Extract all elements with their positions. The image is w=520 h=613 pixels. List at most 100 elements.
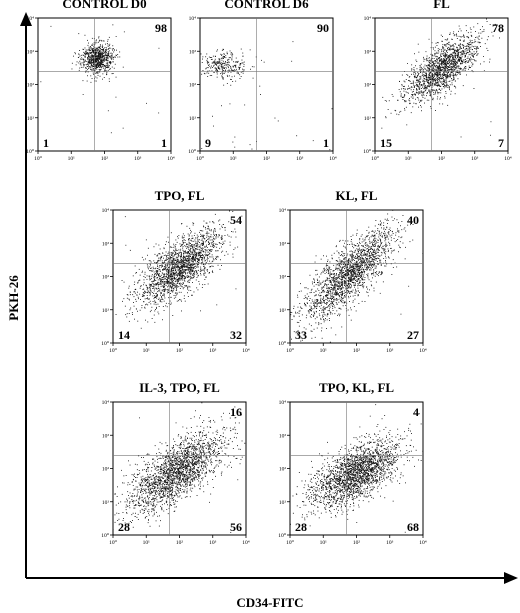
event-dot (189, 271, 191, 273)
event-dot (172, 280, 174, 282)
event-dot (179, 256, 181, 257)
event-dot (212, 240, 214, 242)
event-dot (441, 58, 443, 60)
event-dot (214, 238, 216, 240)
event-dot (157, 311, 159, 313)
event-dot (437, 81, 439, 82)
y-tick-label: 10³ (364, 49, 372, 55)
event-dot (162, 164, 163, 165)
event-dot (470, 44, 472, 46)
event-dot (448, 57, 449, 59)
event-dot (206, 59, 208, 61)
event-dot (468, 48, 470, 50)
event-dot (147, 287, 148, 288)
event-dot (97, 52, 99, 54)
event-dot (220, 63, 222, 65)
event-dot (210, 256, 212, 258)
event-dot (172, 291, 174, 293)
event-dot (408, 76, 410, 78)
event-dot (221, 54, 222, 56)
event-dot (449, 54, 450, 56)
event-dot (117, 56, 119, 58)
event-dot (310, 302, 312, 304)
y-tick-label: 10³ (189, 49, 197, 55)
event-dot (177, 286, 179, 288)
event-dot (162, 289, 164, 290)
event-dot (421, 92, 423, 94)
event-dot (170, 257, 172, 258)
y-tick-label: 10² (189, 83, 197, 89)
event-dot (98, 53, 100, 54)
event-dot (220, 53, 222, 55)
event-dot (470, 56, 471, 58)
event-dot (181, 277, 183, 279)
event-dot (447, 75, 449, 77)
event-dot (215, 62, 217, 64)
event-dot (152, 301, 154, 302)
event-dot (457, 50, 459, 51)
event-dot (174, 276, 176, 278)
event-dot (184, 245, 186, 247)
event-dot (436, 68, 437, 70)
event-dot (201, 287, 203, 288)
event-dot (487, 50, 489, 51)
event-dot (435, 55, 437, 57)
event-dot (221, 227, 223, 228)
event-dot (453, 61, 455, 63)
event-dot (139, 279, 141, 281)
event-dot (164, 265, 166, 267)
event-dot (204, 263, 206, 265)
event-dot (453, 78, 454, 80)
event-dot (178, 262, 180, 263)
event-dot (147, 298, 149, 300)
event-dot (425, 90, 426, 91)
event-dot (94, 58, 96, 60)
event-dot (158, 275, 160, 276)
event-dot (452, 60, 454, 62)
event-dot (440, 68, 442, 70)
event-dot (419, 69, 421, 71)
event-dot (168, 272, 170, 273)
event-dot (429, 82, 430, 84)
event-dot (409, 80, 411, 82)
event-dot (147, 247, 149, 249)
event-dot (469, 67, 471, 69)
event-dot (165, 281, 167, 283)
event-dot (94, 61, 96, 63)
event-dot (87, 75, 88, 77)
event-dot (387, 223, 388, 224)
event-dot (92, 48, 93, 50)
event-dot (77, 57, 79, 58)
event-dot (112, 49, 113, 51)
event-dot (457, 47, 458, 49)
event-dot (157, 273, 158, 274)
event-dot (193, 240, 195, 242)
event-dot (99, 53, 100, 54)
event-dot (449, 47, 451, 49)
event-dot (159, 301, 161, 303)
event-dot (202, 284, 204, 286)
event-dot (335, 292, 337, 294)
event-dot (425, 74, 427, 76)
x-tick-label: 10⁴ (504, 156, 512, 162)
event-dot (222, 241, 224, 243)
event-dot (170, 279, 172, 281)
event-dot (419, 92, 421, 94)
event-dot (190, 269, 191, 270)
event-dot (158, 275, 159, 277)
event-dot (194, 245, 196, 247)
event-dot (474, 53, 476, 54)
event-dot (160, 284, 162, 286)
event-dot (198, 239, 200, 241)
event-dot (167, 236, 169, 238)
event-dot (188, 248, 189, 250)
event-dot (222, 65, 224, 67)
event-dot (318, 302, 320, 304)
event-dot (146, 264, 148, 266)
event-dot (158, 274, 159, 275)
event-dot (184, 252, 186, 254)
event-dot (456, 61, 457, 63)
event-dot (164, 262, 166, 263)
event-dot (186, 74, 187, 75)
event-dot (145, 258, 146, 260)
